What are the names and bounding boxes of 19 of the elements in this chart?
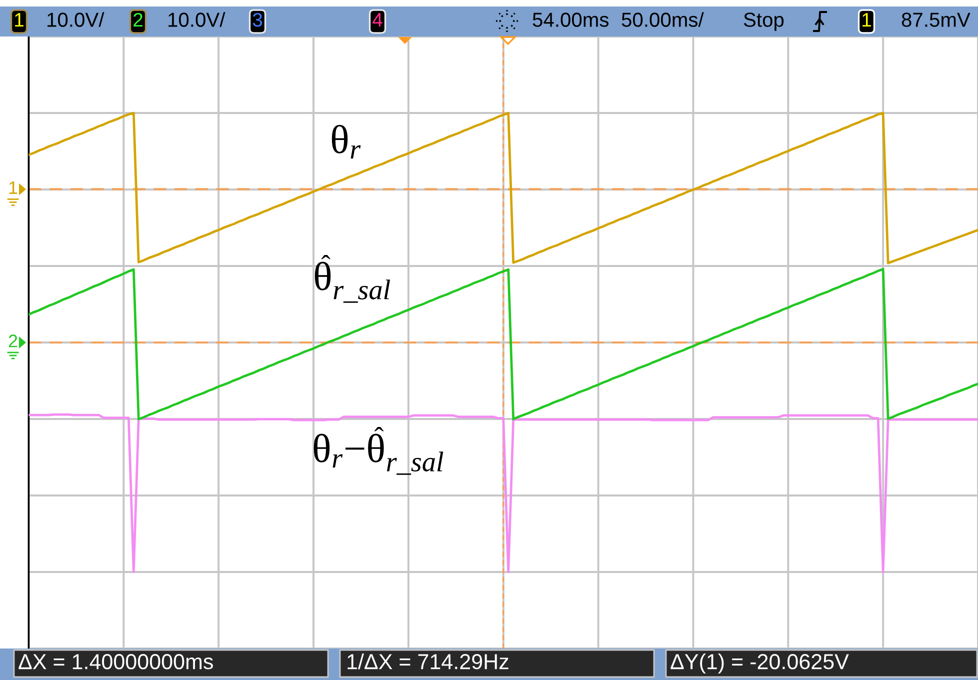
text: 2 [134,12,142,27]
text: Stop [744,12,784,31]
series-label: θ$_{r}$−θ$^{̂}$$_{r_sal}$ [314,426,444,475]
text: ΔX = 1.40000000ms [18,654,213,670]
text: 1 [862,13,871,27]
text: 54.00ms [532,12,609,27]
text: ΔY(1) = -20.0625V [670,653,849,674]
text: 87.5mV [902,12,970,27]
series-label: θ$^{̂}$$_{r_sal}$ [314,254,390,303]
text: 3 [252,12,262,27]
text: 50.00ms/ [622,12,704,27]
text: 10.0V/ [48,12,104,27]
text: 1/ΔX = 714.29Hz [348,653,508,670]
series-label: θ$_{r}$ [332,124,361,159]
text: 2 [8,334,18,348]
text: 1 [15,13,24,27]
text: 10.0V/ [168,12,226,27]
text: 4 [372,13,382,27]
text: 1 [9,181,18,194]
